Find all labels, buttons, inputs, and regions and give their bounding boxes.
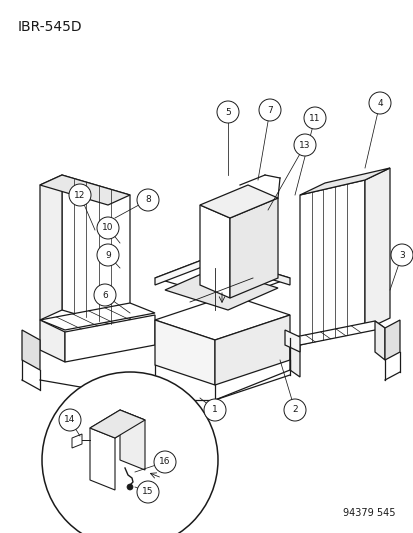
Circle shape bbox=[127, 484, 133, 490]
Text: 15: 15 bbox=[142, 488, 153, 497]
Polygon shape bbox=[199, 185, 277, 218]
Text: IBR-545D: IBR-545D bbox=[18, 20, 83, 34]
Circle shape bbox=[59, 409, 81, 431]
Circle shape bbox=[390, 244, 412, 266]
Polygon shape bbox=[22, 330, 40, 370]
Circle shape bbox=[368, 92, 390, 114]
Text: 11: 11 bbox=[309, 114, 320, 123]
Polygon shape bbox=[72, 434, 82, 448]
Polygon shape bbox=[154, 295, 289, 340]
Polygon shape bbox=[299, 180, 364, 345]
Circle shape bbox=[137, 481, 159, 503]
Polygon shape bbox=[289, 338, 299, 377]
Polygon shape bbox=[90, 410, 145, 438]
Circle shape bbox=[42, 372, 218, 533]
Circle shape bbox=[259, 99, 280, 121]
Polygon shape bbox=[289, 321, 384, 345]
Text: 94379 545: 94379 545 bbox=[343, 508, 395, 518]
Text: 4: 4 bbox=[376, 99, 382, 108]
Polygon shape bbox=[40, 175, 62, 320]
Polygon shape bbox=[154, 255, 214, 285]
Polygon shape bbox=[65, 315, 154, 362]
Polygon shape bbox=[40, 320, 65, 362]
Polygon shape bbox=[384, 320, 399, 360]
Polygon shape bbox=[199, 205, 230, 298]
Text: 16: 16 bbox=[159, 457, 170, 466]
Text: 8: 8 bbox=[145, 196, 150, 205]
Circle shape bbox=[137, 189, 159, 211]
Circle shape bbox=[204, 399, 225, 421]
Polygon shape bbox=[154, 320, 214, 385]
Polygon shape bbox=[284, 330, 299, 352]
Text: 12: 12 bbox=[74, 190, 85, 199]
Circle shape bbox=[293, 134, 315, 156]
Circle shape bbox=[154, 451, 176, 473]
Circle shape bbox=[97, 217, 119, 239]
Polygon shape bbox=[165, 268, 277, 310]
Polygon shape bbox=[374, 321, 384, 360]
Polygon shape bbox=[154, 255, 289, 300]
Polygon shape bbox=[230, 198, 277, 298]
Polygon shape bbox=[214, 255, 289, 285]
Text: 3: 3 bbox=[398, 251, 404, 260]
Circle shape bbox=[69, 184, 91, 206]
Polygon shape bbox=[40, 303, 154, 330]
Text: 7: 7 bbox=[266, 106, 272, 115]
Polygon shape bbox=[40, 175, 130, 205]
Polygon shape bbox=[214, 315, 289, 385]
Circle shape bbox=[283, 399, 305, 421]
Circle shape bbox=[97, 244, 119, 266]
Circle shape bbox=[303, 107, 325, 129]
Text: 10: 10 bbox=[102, 223, 114, 232]
Polygon shape bbox=[90, 428, 115, 490]
Text: 5: 5 bbox=[225, 108, 230, 117]
Text: 2: 2 bbox=[292, 406, 297, 415]
Text: 9: 9 bbox=[105, 251, 111, 260]
Polygon shape bbox=[90, 410, 145, 438]
Circle shape bbox=[94, 284, 116, 306]
Text: 14: 14 bbox=[64, 416, 76, 424]
Text: 13: 13 bbox=[299, 141, 310, 149]
Polygon shape bbox=[62, 175, 130, 330]
Text: 6: 6 bbox=[102, 290, 108, 300]
Circle shape bbox=[216, 101, 238, 123]
Text: 1: 1 bbox=[211, 406, 217, 415]
Polygon shape bbox=[299, 168, 389, 195]
Polygon shape bbox=[364, 168, 389, 330]
Polygon shape bbox=[120, 410, 145, 470]
